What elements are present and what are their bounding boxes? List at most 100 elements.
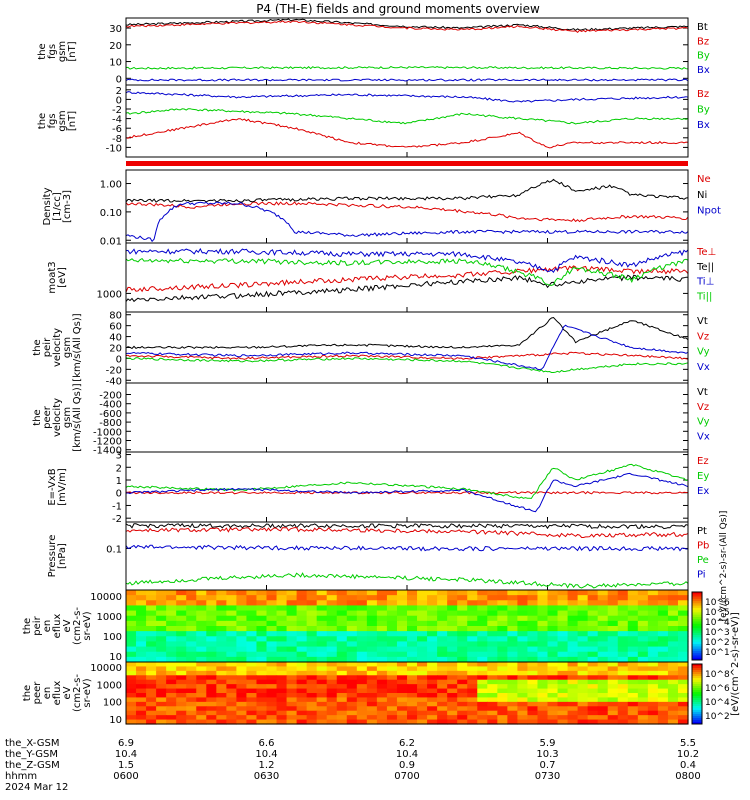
heatmap-cell: [497, 590, 508, 596]
heatmap-cell: [286, 651, 298, 658]
heatmap-cell: [376, 646, 388, 653]
heatmap-cell: [477, 620, 488, 627]
heatmap-cell: [376, 626, 388, 632]
heatmap-cell: [326, 595, 338, 601]
heatmap-cell: [226, 651, 237, 658]
heatmap-cell: [537, 675, 549, 681]
heatmap-cell: [156, 626, 167, 632]
heatmap-cell: [547, 715, 559, 721]
heatmap-cell: [637, 615, 649, 622]
heatmap-cell: [517, 666, 529, 672]
heatmap-cell: [236, 656, 248, 663]
heatmap-cell: [186, 715, 197, 721]
heatmap-cell: [396, 697, 408, 703]
y-axis-label: [mV/m]: [57, 468, 68, 506]
heatmap-cell: [427, 620, 438, 627]
heatmap-cell: [306, 615, 318, 622]
heatmap-cell: [457, 715, 468, 721]
heatmap-cell: [246, 670, 258, 676]
orbit-value: 5.5: [680, 738, 696, 749]
heatmap-cell: [386, 651, 398, 658]
panel-frame: [125, 382, 689, 453]
heatmap-cell: [617, 670, 629, 676]
heatmap-cell: [136, 670, 147, 676]
heatmap-cell: [487, 670, 498, 676]
heatmap-cell: [517, 675, 529, 681]
heatmap-cell: [386, 631, 398, 637]
heatmap-cell: [396, 656, 408, 663]
heatmap-cell: [166, 688, 177, 694]
heatmap-cell: [477, 715, 488, 721]
heatmap-cell: [136, 615, 147, 622]
heatmap-cell: [677, 719, 689, 725]
heatmap-cell: [266, 697, 278, 703]
heatmap-cell: [136, 605, 147, 612]
heatmap-cell: [346, 666, 358, 672]
heatmap-cell: [366, 595, 378, 601]
heatmap-cell: [176, 600, 187, 607]
heatmap-cell: [196, 636, 207, 643]
heatmap-cell: [366, 710, 378, 716]
heatmap-cell: [166, 631, 177, 637]
heatmap-cell: [407, 636, 418, 643]
heatmap-cell: [657, 615, 669, 622]
heatmap-cell: [366, 610, 378, 617]
heatmap-cell: [587, 656, 599, 663]
heatmap-cell: [296, 684, 308, 690]
heatmap-cell: [336, 610, 348, 617]
heatmap-cell: [557, 706, 569, 712]
heatmap-cell: [216, 595, 227, 601]
heatmap-cell: [547, 595, 559, 601]
heatmap-cell: [447, 605, 458, 612]
heatmap-cell: [386, 626, 398, 632]
heatmap-cell: [627, 620, 639, 627]
heatmap-cell: [126, 636, 137, 643]
colorbar-tick-label: 10^4: [705, 698, 730, 708]
heatmap-cell: [216, 666, 227, 672]
heatmap-cell: [266, 693, 278, 699]
heatmap-cell: [176, 679, 187, 685]
heatmap-cell: [647, 590, 659, 596]
heatmap-cell: [407, 697, 418, 703]
heatmap-cell: [186, 688, 197, 694]
colorbar-segment: [692, 592, 702, 595]
heatmap-cell: [256, 715, 268, 721]
heatmap-cell: [627, 595, 639, 601]
heatmap-cell: [457, 656, 468, 663]
heatmap-cell: [296, 701, 308, 707]
heatmap-cell: [627, 670, 639, 676]
panel-frame: [125, 169, 689, 244]
heatmap-cell: [437, 662, 448, 668]
heatmap-cell: [156, 590, 167, 596]
heatmap-cell: [567, 605, 579, 612]
heatmap-cell: [657, 719, 669, 725]
heatmap-cell: [507, 626, 518, 632]
heatmap-cell: [246, 636, 258, 643]
heatmap-cell: [246, 590, 258, 596]
heatmap-cell: [156, 666, 167, 672]
heatmap-cell: [577, 679, 589, 685]
heatmap-cell: [667, 693, 679, 699]
heatmap-cell: [677, 595, 689, 601]
heatmap-cell: [226, 666, 237, 672]
heatmap-cell: [627, 706, 639, 712]
heatmap-cell: [276, 620, 288, 627]
heatmap-cell: [637, 646, 649, 653]
heatmap-cell: [366, 626, 378, 632]
heatmap-cell: [296, 710, 308, 716]
heatmap-cell: [477, 666, 488, 672]
colorbar-segment: [692, 630, 702, 634]
heatmap-cell: [477, 605, 488, 612]
orbit-value: 6.9: [118, 738, 134, 749]
heatmap-cell: [657, 626, 669, 632]
heatmap-cell: [497, 701, 508, 707]
heatmap-cell: [647, 701, 659, 707]
heatmap-cell: [567, 651, 579, 658]
heatmap-cell: [246, 706, 258, 712]
heatmap-cell: [276, 651, 288, 658]
heatmap-cell: [627, 693, 639, 699]
heatmap-cell: [176, 688, 187, 694]
heatmap-cell: [617, 675, 629, 681]
heatmap-cell: [266, 706, 278, 712]
heatmap-cell: [607, 636, 619, 643]
